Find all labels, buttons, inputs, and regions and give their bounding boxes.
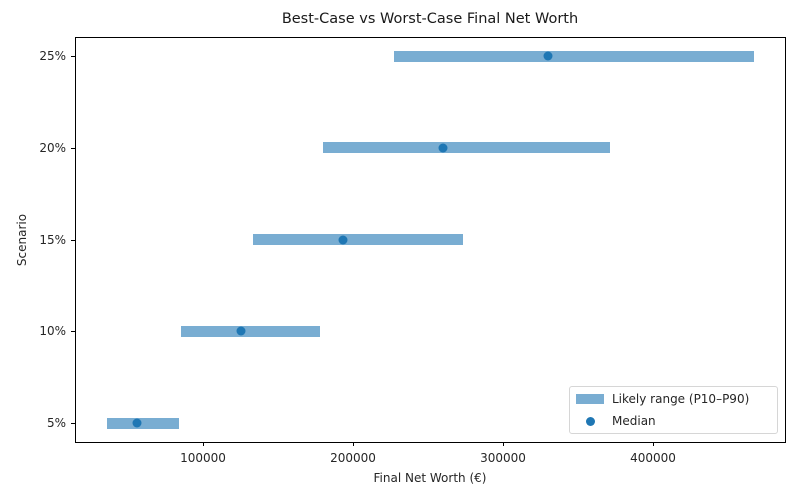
y-tick-label: 10% xyxy=(39,324,66,338)
y-tick xyxy=(71,423,75,424)
x-tick-label: 300000 xyxy=(480,451,526,465)
y-tick-label: 20% xyxy=(39,141,66,155)
x-tick xyxy=(503,442,504,446)
x-tick-label: 400000 xyxy=(630,451,676,465)
median-dot-icon xyxy=(585,416,595,426)
y-tick xyxy=(71,331,75,332)
y-tick-label: 25% xyxy=(39,49,66,63)
y-tick xyxy=(71,148,75,149)
range-bar xyxy=(323,142,610,154)
y-tick-label: 5% xyxy=(46,416,66,430)
range-bar xyxy=(180,325,320,337)
median-point xyxy=(543,51,553,61)
range-bar xyxy=(252,234,463,245)
legend-item-range: Likely range (P10–P90) xyxy=(576,392,749,406)
range-bar xyxy=(393,50,754,62)
x-tick xyxy=(353,442,354,446)
y-axis-label: Scenario xyxy=(15,213,29,267)
range-bar xyxy=(107,417,179,429)
x-tick xyxy=(203,442,204,446)
legend: Likely range (P10–P90) Median xyxy=(569,386,778,434)
median-point xyxy=(438,143,448,153)
legend-item-median: Median xyxy=(576,414,656,428)
legend-label: Median xyxy=(612,414,656,428)
legend-label: Likely range (P10–P90) xyxy=(612,392,750,406)
median-point xyxy=(236,326,245,336)
y-tick xyxy=(71,56,75,57)
median-point xyxy=(338,235,347,244)
x-tick xyxy=(653,442,654,446)
chart-title: Best-Case vs Worst-Case Final Net Worth xyxy=(281,11,579,27)
y-tick-label: 15% xyxy=(39,233,66,247)
x-tick-label: 200000 xyxy=(330,451,376,465)
median-point xyxy=(132,418,142,428)
x-axis-label: Final Net Worth (€) xyxy=(373,471,487,485)
range-swatch-icon xyxy=(576,394,604,404)
x-tick-label: 100000 xyxy=(180,451,226,465)
y-tick xyxy=(71,240,75,241)
plot-area xyxy=(75,37,786,443)
